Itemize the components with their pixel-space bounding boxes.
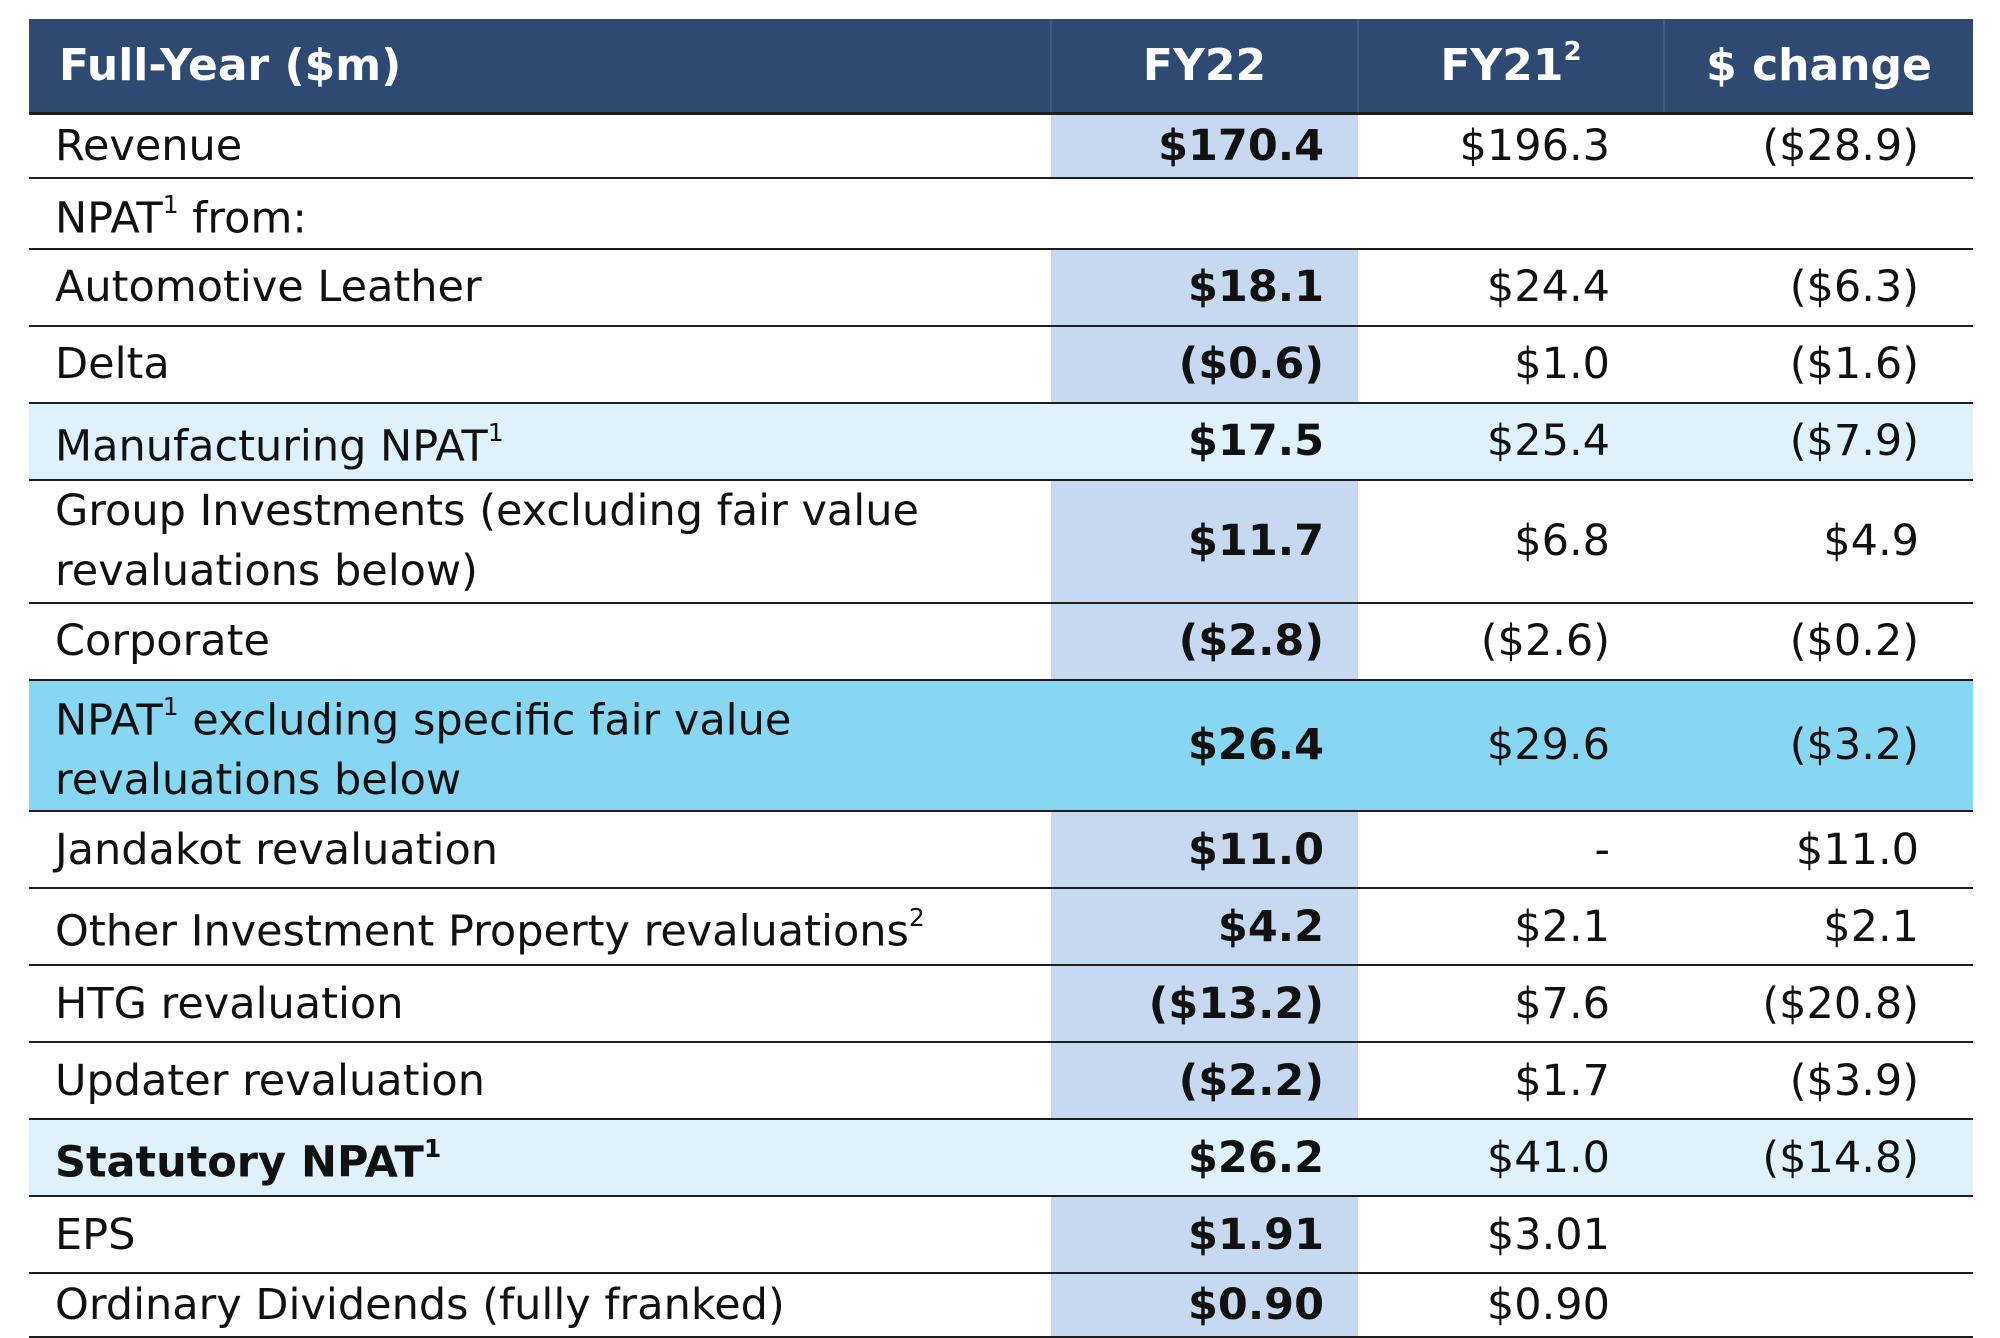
footnote-marker: 1 (162, 189, 179, 219)
row-label: Automotive Leather (29, 248, 1051, 327)
change-value: ($6.3) (1664, 248, 1973, 327)
row-label: Other Investment Property revaluations2 (29, 888, 1051, 967)
row-npat-from: NPAT1 from: (29, 177, 1973, 250)
row-label: Updater revaluation (29, 1042, 1051, 1121)
row-ordinary-dividends: Ordinary Dividends (fully franked) $0.90… (29, 1273, 1973, 1338)
row-automotive-leather: Automotive Leather $18.1 $24.4 ($6.3) (29, 248, 1973, 327)
fy21-value: $24.4 (1358, 248, 1664, 327)
fy21-value: ($2.6) (1358, 602, 1664, 681)
change-value: ($1.6) (1664, 325, 1973, 404)
row-label: Jandakot revaluation (29, 811, 1051, 890)
row-other-investment-property: Other Investment Property revaluations2 … (29, 888, 1973, 967)
fy22-value: $4.2 (1051, 888, 1358, 967)
row-label: Manufacturing NPAT1 (29, 402, 1051, 481)
row-updater-revaluation: Updater revaluation ($2.2) $1.7 ($3.9) (29, 1042, 1973, 1121)
change-value: ($14.8) (1664, 1119, 1973, 1198)
column-header-fy22: FY22 (1050, 19, 1358, 115)
change-value: ($3.9) (1664, 1042, 1973, 1121)
fy21-value: $6.8 (1358, 479, 1664, 604)
fy22-value: $18.1 (1051, 248, 1358, 327)
fy22-value: ($0.6) (1051, 325, 1358, 404)
change-value: $4.9 (1664, 479, 1973, 604)
change-value: ($20.8) (1664, 965, 1973, 1044)
row-npat-excluding-revaluations: NPAT1 excluding specific fair value reva… (29, 679, 1973, 813)
row-revenue: Revenue $170.4 $196.3 ($28.9) (29, 113, 1973, 179)
fy21-value: $41.0 (1358, 1119, 1664, 1198)
row-label: Revenue (29, 113, 1051, 179)
change-value: $11.0 (1664, 811, 1973, 890)
fy22-value: $11.7 (1051, 479, 1358, 604)
change-value: ($3.2) (1664, 679, 1973, 813)
column-header-change: $ change (1663, 19, 1973, 115)
fy22-value: ($2.2) (1051, 1042, 1358, 1121)
row-label: NPAT1 from: (29, 177, 1051, 250)
fy22-value: ($13.2) (1051, 965, 1358, 1044)
header-row: Full-Year ($m) FY22 FY212 $ change (29, 19, 1973, 115)
row-label: HTG revaluation (29, 965, 1051, 1044)
row-group-investments: Group Investments (excluding fair value … (29, 479, 1973, 604)
footnote-marker: 1 (487, 417, 504, 447)
change-value: $2.1 (1664, 888, 1973, 967)
fy21-value: $7.6 (1358, 965, 1664, 1044)
fy21-value: $2.1 (1358, 888, 1664, 967)
row-label: Ordinary Dividends (fully franked) (29, 1273, 1051, 1338)
row-corporate: Corporate ($2.8) ($2.6) ($0.2) (29, 602, 1973, 681)
fy21-value: $3.01 (1358, 1196, 1664, 1275)
row-htg-revaluation: HTG revaluation ($13.2) $7.6 ($20.8) (29, 965, 1973, 1044)
change-value (1664, 1273, 1973, 1338)
fy21-value: $25.4 (1358, 402, 1664, 481)
fy22-value: ($2.8) (1051, 602, 1358, 681)
fy21-value: $196.3 (1358, 113, 1664, 179)
change-value (1664, 177, 1973, 250)
column-header-label: Full-Year ($m) (29, 19, 1051, 115)
row-label: EPS (29, 1196, 1051, 1275)
change-value (1664, 1196, 1973, 1275)
row-label: NPAT1 excluding specific fair value reva… (29, 679, 1051, 813)
change-value: ($0.2) (1664, 602, 1973, 681)
fy21-value (1358, 177, 1664, 250)
row-statutory-npat: Statutory NPAT1 $26.2 $41.0 ($14.8) (29, 1119, 1973, 1198)
footnote-marker: 1 (423, 1133, 442, 1163)
footnote-marker: 2 (908, 902, 925, 932)
row-label: Delta (29, 325, 1051, 404)
footnote-marker: 1 (162, 691, 179, 721)
row-label: Corporate (29, 602, 1051, 681)
row-delta: Delta ($0.6) $1.0 ($1.6) (29, 325, 1973, 404)
row-eps: EPS $1.91 $3.01 (29, 1196, 1973, 1275)
row-label: Statutory NPAT1 (29, 1119, 1051, 1198)
fy21-value: $1.0 (1358, 325, 1664, 404)
fy22-value: $17.5 (1051, 402, 1358, 481)
fy21-value: $29.6 (1358, 679, 1664, 813)
row-label: Group Investments (excluding fair value … (29, 479, 1051, 604)
fy21-value: $0.90 (1358, 1273, 1664, 1338)
column-header-fy21: FY212 (1357, 19, 1664, 115)
footnote-marker: 2 (1563, 37, 1582, 68)
financial-results-table: Full-Year ($m) FY22 FY212 $ change Reven… (29, 19, 1973, 1338)
fy22-value: $26.2 (1051, 1119, 1358, 1198)
change-value: ($28.9) (1664, 113, 1973, 179)
fy21-value: $1.7 (1358, 1042, 1664, 1121)
fy21-value: - (1358, 811, 1664, 890)
fy22-value: $1.91 (1051, 1196, 1358, 1275)
fy22-value: $0.90 (1051, 1273, 1358, 1338)
fy22-value: $170.4 (1051, 113, 1358, 179)
fy22-value: $26.4 (1051, 679, 1358, 813)
row-manufacturing-npat: Manufacturing NPAT1 $17.5 $25.4 ($7.9) (29, 402, 1973, 481)
fy22-value: $11.0 (1051, 811, 1358, 890)
row-jandakot-revaluation: Jandakot revaluation $11.0 - $11.0 (29, 811, 1973, 890)
change-value: ($7.9) (1664, 402, 1973, 481)
fy22-value (1051, 177, 1358, 250)
